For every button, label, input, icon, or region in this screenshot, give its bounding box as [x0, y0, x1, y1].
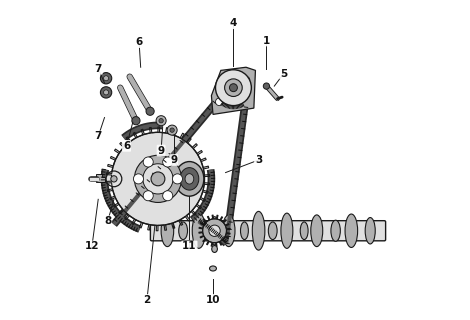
Circle shape [263, 83, 270, 89]
Circle shape [203, 219, 227, 243]
Ellipse shape [222, 215, 235, 247]
Ellipse shape [185, 174, 194, 184]
Circle shape [134, 155, 181, 203]
Text: 10: 10 [206, 295, 220, 305]
FancyBboxPatch shape [150, 221, 385, 241]
Circle shape [132, 116, 140, 125]
Ellipse shape [212, 245, 218, 252]
Polygon shape [212, 67, 255, 115]
Circle shape [172, 174, 182, 184]
Circle shape [133, 174, 143, 184]
Circle shape [146, 107, 154, 115]
Circle shape [103, 90, 109, 95]
Text: 9: 9 [170, 155, 177, 165]
Text: 6: 6 [135, 37, 143, 47]
Text: 7: 7 [94, 64, 102, 74]
Circle shape [225, 79, 242, 97]
Circle shape [229, 84, 237, 92]
Text: 2: 2 [143, 295, 150, 305]
Text: 6: 6 [123, 141, 130, 151]
Circle shape [156, 116, 166, 126]
Ellipse shape [210, 266, 217, 271]
Polygon shape [96, 174, 104, 182]
Ellipse shape [192, 213, 205, 248]
Circle shape [101, 87, 112, 98]
Circle shape [163, 157, 173, 167]
Circle shape [163, 191, 173, 201]
Circle shape [216, 98, 223, 106]
Circle shape [103, 76, 109, 81]
Circle shape [170, 128, 174, 132]
Circle shape [111, 176, 117, 182]
Ellipse shape [180, 168, 199, 190]
Text: 5: 5 [280, 68, 287, 78]
Circle shape [101, 73, 112, 84]
Text: 8: 8 [104, 216, 111, 226]
Ellipse shape [345, 214, 358, 247]
Circle shape [243, 77, 250, 83]
Ellipse shape [175, 162, 204, 196]
Circle shape [111, 132, 204, 225]
Ellipse shape [210, 217, 219, 245]
Circle shape [106, 171, 122, 187]
Circle shape [143, 164, 173, 194]
Text: 3: 3 [255, 155, 262, 165]
Text: 12: 12 [85, 242, 99, 252]
Circle shape [167, 125, 177, 135]
Text: 1: 1 [263, 36, 270, 45]
Ellipse shape [311, 215, 323, 247]
Circle shape [143, 157, 153, 167]
Ellipse shape [331, 220, 340, 241]
Ellipse shape [300, 222, 308, 240]
Text: 11: 11 [182, 242, 196, 252]
Ellipse shape [252, 212, 265, 250]
Circle shape [143, 191, 153, 201]
Circle shape [216, 70, 251, 106]
Circle shape [151, 172, 165, 186]
Text: 9: 9 [157, 146, 164, 156]
Text: 7: 7 [94, 132, 102, 141]
Ellipse shape [161, 215, 174, 247]
Text: 4: 4 [230, 18, 237, 28]
Ellipse shape [268, 222, 277, 240]
Circle shape [209, 225, 220, 236]
Ellipse shape [179, 222, 188, 240]
Circle shape [159, 118, 163, 123]
Ellipse shape [281, 213, 293, 248]
Ellipse shape [241, 222, 248, 240]
Ellipse shape [365, 218, 375, 244]
